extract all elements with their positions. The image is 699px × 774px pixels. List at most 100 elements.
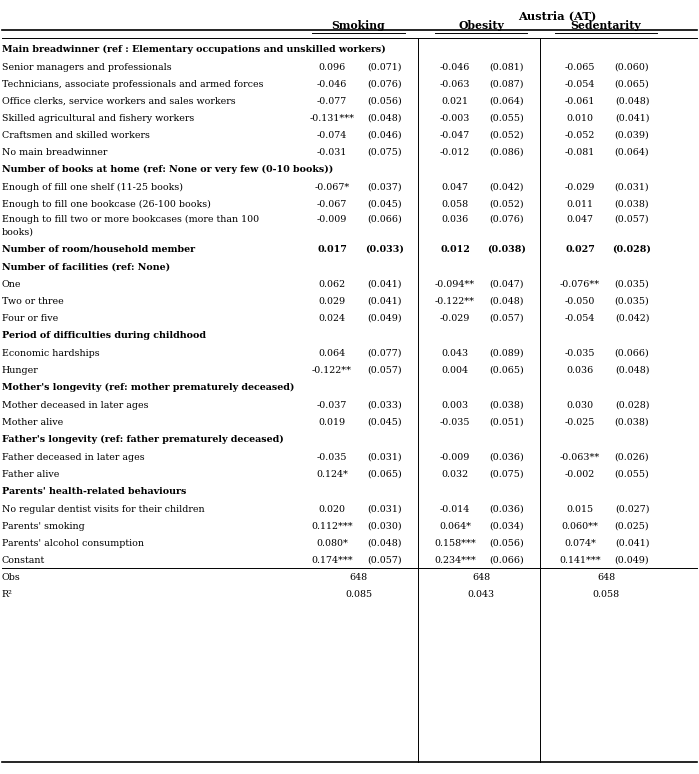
Text: -0.122**: -0.122** [435,297,475,306]
Text: (0.031): (0.031) [368,505,403,514]
Text: -0.054: -0.054 [565,313,595,323]
Text: Skilled agricultural and fishery workers: Skilled agricultural and fishery workers [2,114,194,123]
Text: Parents' alcohol consumption: Parents' alcohol consumption [2,539,144,548]
Text: books): books) [2,228,34,237]
Text: Mother alive: Mother alive [2,418,63,426]
Text: -0.061: -0.061 [565,97,595,106]
Text: 0.060**: 0.060** [561,522,598,531]
Text: (0.057): (0.057) [368,556,403,565]
Text: 0.043: 0.043 [468,590,495,599]
Text: (0.064): (0.064) [614,148,649,157]
Text: (0.038): (0.038) [488,245,526,254]
Text: 0.096: 0.096 [318,63,345,72]
Text: R²: R² [2,590,13,599]
Text: (0.037): (0.037) [368,183,403,192]
Text: -0.131***: -0.131*** [310,114,354,123]
Text: 0.047: 0.047 [442,183,468,192]
Text: 0.043: 0.043 [442,349,468,358]
Text: (0.042): (0.042) [490,183,524,192]
Text: 0.064*: 0.064* [439,522,471,531]
Text: -0.063**: -0.063** [560,453,600,462]
Text: Four or five: Four or five [2,313,58,323]
Text: Number of books at home (ref: None or very few (0-10 books)): Number of books at home (ref: None or ve… [2,166,333,174]
Text: (0.045): (0.045) [368,200,403,209]
Text: -0.047: -0.047 [440,131,470,140]
Text: Enough of fill one shelf (11-25 books): Enough of fill one shelf (11-25 books) [2,183,183,192]
Text: (0.038): (0.038) [490,401,524,410]
Text: 0.012: 0.012 [440,245,470,254]
Text: 0.032: 0.032 [442,470,468,479]
Text: (0.057): (0.057) [368,366,403,375]
Text: 0.030: 0.030 [566,401,593,410]
Text: 0.017: 0.017 [317,245,347,254]
Text: Obesity: Obesity [458,20,504,31]
Text: -0.035: -0.035 [565,349,596,358]
Text: 0.058: 0.058 [593,590,619,599]
Text: (0.026): (0.026) [614,453,649,462]
Text: No main breadwinner: No main breadwinner [2,148,108,157]
Text: 0.047: 0.047 [566,214,593,224]
Text: (0.028): (0.028) [612,245,651,254]
Text: 0.085: 0.085 [345,590,372,599]
Text: -0.065: -0.065 [565,63,596,72]
Text: 0.062: 0.062 [319,280,345,289]
Text: Parents' health-related behaviours: Parents' health-related behaviours [2,488,187,496]
Text: (0.031): (0.031) [614,183,649,192]
Text: Austria (AT): Austria (AT) [519,10,597,21]
Text: 0.112***: 0.112*** [311,522,353,531]
Text: Economic hardships: Economic hardships [2,349,100,358]
Text: 0.141***: 0.141*** [559,556,601,565]
Text: Number of room/household member: Number of room/household member [2,245,195,254]
Text: (0.030): (0.030) [368,522,403,531]
Text: (0.047): (0.047) [490,280,524,289]
Text: Technicians, associate professionals and armed forces: Technicians, associate professionals and… [2,80,264,89]
Text: -0.052: -0.052 [565,131,595,140]
Text: (0.041): (0.041) [368,297,402,306]
Text: Enough to fill one bookcase (26-100 books): Enough to fill one bookcase (26-100 book… [2,200,211,209]
Text: -0.122**: -0.122** [312,366,352,375]
Text: (0.066): (0.066) [489,556,524,565]
Text: (0.052): (0.052) [490,131,524,140]
Text: (0.042): (0.042) [614,313,649,323]
Text: (0.041): (0.041) [614,114,649,123]
Text: Parents' smoking: Parents' smoking [2,522,85,531]
Text: Mother's longevity (ref: mother prematurely deceased): Mother's longevity (ref: mother prematur… [2,383,294,392]
Text: Hunger: Hunger [2,366,38,375]
Text: -0.067*: -0.067* [315,183,350,192]
Text: (0.038): (0.038) [614,200,649,209]
Text: Smoking: Smoking [332,20,385,31]
Text: 0.036: 0.036 [441,214,468,224]
Text: Father deceased in later ages: Father deceased in later ages [2,453,145,462]
Text: -0.025: -0.025 [565,418,595,426]
Text: Father alive: Father alive [2,470,59,479]
Text: (0.033): (0.033) [366,245,405,254]
Text: (0.057): (0.057) [490,313,524,323]
Text: (0.036): (0.036) [489,505,524,514]
Text: Father's longevity (ref: father prematurely deceased): Father's longevity (ref: father prematur… [2,435,284,444]
Text: (0.035): (0.035) [614,297,649,306]
Text: (0.075): (0.075) [490,470,524,479]
Text: (0.064): (0.064) [490,97,524,106]
Text: 0.234***: 0.234*** [434,556,476,565]
Text: -0.009: -0.009 [317,214,347,224]
Text: -0.054: -0.054 [565,80,595,89]
Text: 0.036: 0.036 [566,366,593,375]
Text: 648: 648 [350,573,368,582]
Text: (0.052): (0.052) [490,200,524,209]
Text: (0.039): (0.039) [614,131,649,140]
Text: (0.077): (0.077) [368,349,402,358]
Text: -0.035: -0.035 [440,418,470,426]
Text: 0.058: 0.058 [442,200,468,209]
Text: -0.037: -0.037 [317,401,347,410]
Text: -0.076**: -0.076** [560,280,600,289]
Text: Number of facilities (ref: None): Number of facilities (ref: None) [2,262,170,272]
Text: (0.048): (0.048) [368,539,402,548]
Text: (0.046): (0.046) [368,131,403,140]
Text: (0.055): (0.055) [489,114,524,123]
Text: -0.012: -0.012 [440,148,470,157]
Text: -0.003: -0.003 [440,114,470,123]
Text: (0.049): (0.049) [614,556,649,565]
Text: 0.027: 0.027 [565,245,595,254]
Text: Two or three: Two or three [2,297,64,306]
Text: No regular dentist visits for their children: No regular dentist visits for their chil… [2,505,205,514]
